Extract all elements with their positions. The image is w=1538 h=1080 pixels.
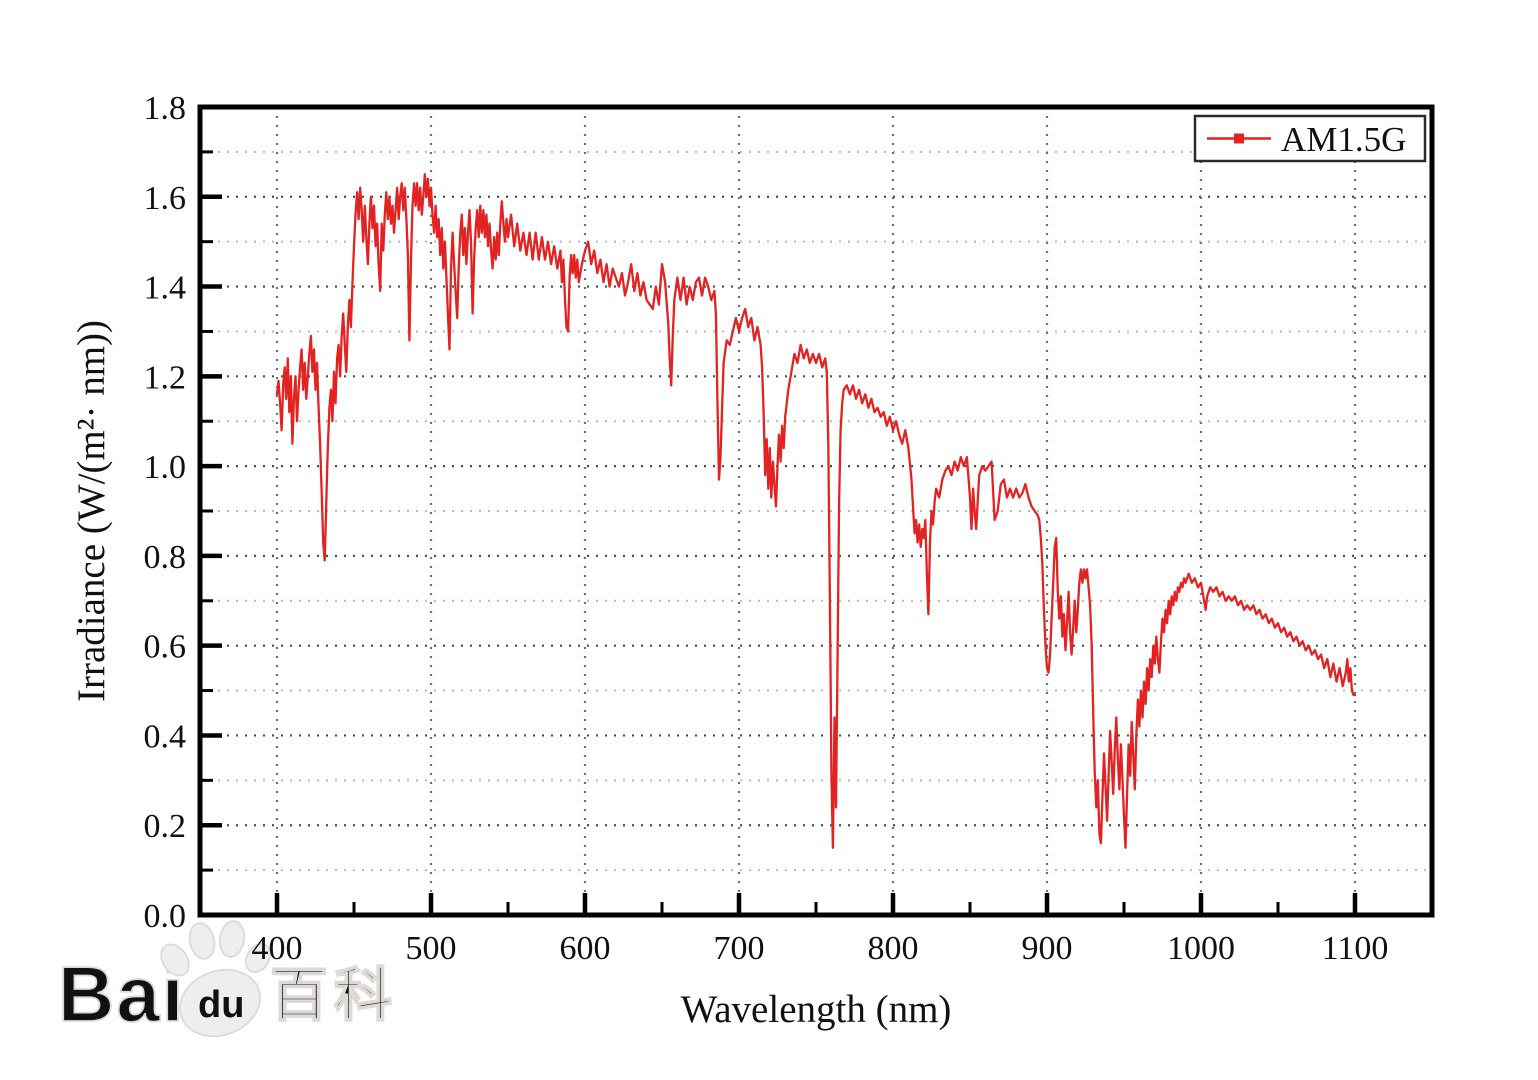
y-axis-label: Irradiance (W/(m²· nm)) <box>70 320 113 702</box>
watermark-text-baike: 百科 <box>270 963 398 1028</box>
x-tick-label: 1000 <box>1167 930 1235 967</box>
paw-icon <box>160 920 272 1038</box>
grid <box>200 107 1432 915</box>
x-tick-label: 700 <box>714 930 765 967</box>
y-tick-label: 0.6 <box>144 629 187 666</box>
y-tick-label: 0.8 <box>144 539 187 576</box>
axis-ticks <box>202 104 1358 918</box>
series-group <box>275 173 1357 849</box>
x-tick-label: 800 <box>868 930 919 967</box>
y-tick-label: 0.0 <box>144 898 187 935</box>
baidu-baike-watermark: Bai du 百科 <box>57 920 398 1039</box>
y-tick-label: 0.4 <box>144 718 187 755</box>
plot-frame <box>197 104 1435 918</box>
y-tick-label: 1.4 <box>144 270 187 307</box>
tick-labels: 400 500 600 700 800 900 1000 1100 0.0 0.2 0.4 0.6 0.… <box>144 90 1389 967</box>
watermark-text-du: du <box>198 984 244 1026</box>
legend: AM1.5G <box>1193 114 1427 163</box>
x-axis-label: Wavelength (nm) <box>681 988 952 1031</box>
am15g-curve <box>275 173 1357 849</box>
y-tick-label: 1.0 <box>144 449 187 486</box>
x-tick-label: 400 <box>252 930 303 967</box>
x-tick-label: 1100 <box>1322 930 1389 967</box>
legend-label: AM1.5G <box>1281 120 1406 159</box>
y-tick-label: 1.2 <box>144 359 187 396</box>
legend-square-marker <box>1234 133 1244 144</box>
x-tick-label: 500 <box>406 930 457 967</box>
y-tick-label: 1.8 <box>144 90 187 127</box>
x-tick-label: 600 <box>560 930 611 967</box>
x-tick-label: 900 <box>1022 930 1073 967</box>
y-tick-label: 0.2 <box>144 808 187 845</box>
y-tick-label: 1.6 <box>144 180 187 217</box>
